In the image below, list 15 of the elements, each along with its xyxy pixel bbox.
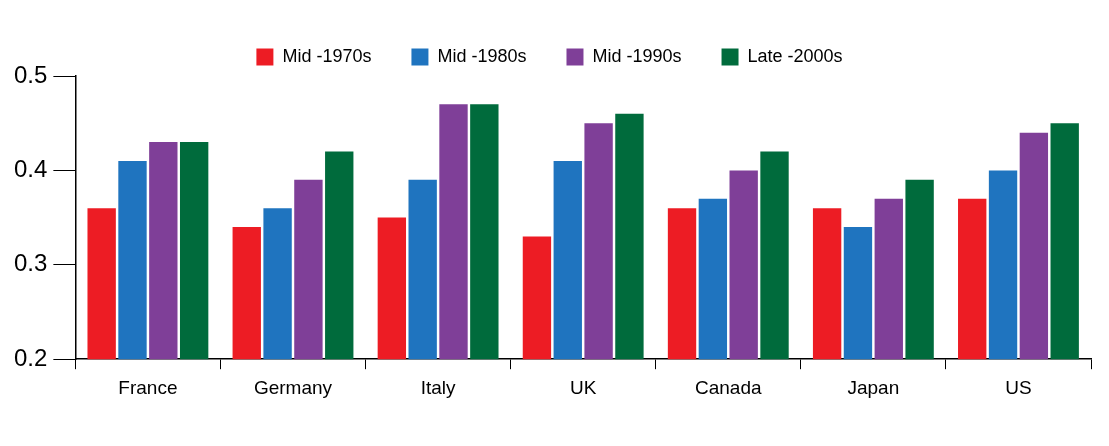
x-tick-label: Italy <box>420 376 457 398</box>
legend-label: Mid -1990s <box>592 45 682 66</box>
y-tick-label: 0.2 <box>13 343 48 371</box>
y-tick-label: 0.4 <box>13 155 48 183</box>
legend-label: Mid -1970s <box>282 45 372 66</box>
legend-label: Mid -1980s <box>437 45 527 66</box>
x-tick-label: France <box>118 376 178 398</box>
x-tick-label: UK <box>569 376 597 398</box>
legend-label: Late -2000s <box>747 45 843 66</box>
x-tick-label: Canada <box>694 376 762 398</box>
x-tick-label: Germany <box>253 376 333 398</box>
x-tick-label: US <box>1005 376 1032 398</box>
y-tick-label: 0.3 <box>13 249 48 277</box>
x-tick-label: Japan <box>847 376 900 398</box>
y-tick-label: 0.5 <box>13 60 48 88</box>
